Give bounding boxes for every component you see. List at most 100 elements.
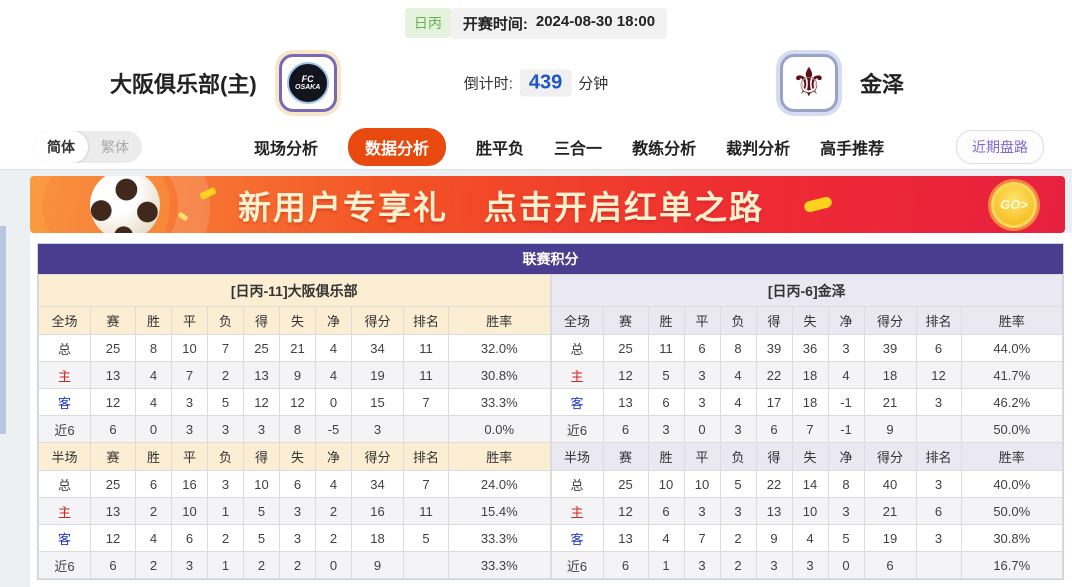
league-standings: 联赛积分 [日丙-11]大阪俱乐部 全场赛胜平负得失净得分 排名 胜率总 25 8 10 7 2… xyxy=(37,243,1064,580)
stat-cell: 6 xyxy=(602,551,649,579)
column-header: 失 xyxy=(279,442,316,471)
column-header: 赛 xyxy=(602,442,649,471)
nav-tabs: 现场分析 数据分析 胜平负 三合一 教练分析 裁判分析 高手推荐 xyxy=(254,128,884,166)
column-header: 平 xyxy=(683,442,721,471)
main-content: 新用户专享礼 点击开启红单之路 GO> 联赛积分 [日丙-11]大阪俱乐部 全场赛… xyxy=(0,170,1072,587)
stat-cell: 11 xyxy=(403,497,449,525)
countdown: 倒计时: 439 分钟 xyxy=(464,69,609,96)
recent-trend-button[interactable]: 近期盘路 xyxy=(956,130,1044,164)
column-header: 胜率 xyxy=(448,306,551,335)
row-label: 近6 xyxy=(38,551,91,579)
stat-cell: 3 xyxy=(719,415,757,443)
stat-cell: 12 xyxy=(279,388,316,416)
nav-tab-现场分析[interactable]: 现场分析 xyxy=(254,141,319,158)
stat-cell: 0 xyxy=(315,388,352,416)
away-team-name: 金泽 xyxy=(859,71,904,97)
soccer-ball-icon xyxy=(90,176,160,233)
stat-cell: 6 xyxy=(279,470,316,498)
stat-cell: 6 xyxy=(755,415,793,443)
stat-cell: 3 xyxy=(827,334,865,362)
table-panel: 联赛积分 [日丙-11]大阪俱乐部 全场赛胜平负得失净得分 排名 胜率总 25 8 10 7 2… xyxy=(30,233,1072,587)
nav-tab-胜平负[interactable]: 胜平负 xyxy=(476,141,525,158)
nav-tab-裁判分析[interactable]: 裁判分析 xyxy=(726,141,791,158)
stat-cell: 50.0% xyxy=(960,415,1063,443)
stat-cell: 2 xyxy=(207,361,244,389)
stat-cell: 2 xyxy=(279,551,316,579)
column-header: 全场 xyxy=(550,306,604,335)
away-team: ⚜ 金泽 xyxy=(779,53,904,112)
column-header: 半场 xyxy=(550,442,604,471)
table-row: 客 13 4 7 2 9 4 5 19 3 30.8% xyxy=(550,524,1063,552)
stat-cell: 6 xyxy=(135,470,172,498)
stat-cell: 4 xyxy=(827,361,865,389)
stat-cell: 16 xyxy=(351,497,404,525)
row-label: 客 xyxy=(38,524,91,552)
row-label: 近6 xyxy=(38,415,91,443)
promo-banner[interactable]: 新用户专享礼 点击开启红单之路 GO> xyxy=(30,176,1065,233)
team-section-header: [日丙-6]金泽 xyxy=(550,274,1063,307)
home-team: 大阪俱乐部(主) FC OSAKA xyxy=(110,53,337,112)
top-bar: 日丙 开赛时间: 2024-08-30 18:00 xyxy=(0,0,1072,40)
stat-cell: 3 xyxy=(683,388,721,416)
column-header: 赛 xyxy=(602,306,649,335)
stat-cell: 44.0% xyxy=(960,334,1063,362)
stat-cell: 5 xyxy=(207,388,244,416)
nav-tab-教练分析[interactable]: 教练分析 xyxy=(632,141,697,158)
stat-cell: 21 xyxy=(279,334,316,362)
banner-text: 新用户专享礼 点击开启红单之路 xyxy=(238,181,833,229)
nav-tab-三合一[interactable]: 三合一 xyxy=(554,141,603,158)
stat-cell: 2 xyxy=(315,497,352,525)
home-crest-text: FC xyxy=(301,73,314,84)
row-label: 总 xyxy=(550,470,604,498)
table-row: 客 13 6 3 4 17 18 -1 21 3 46.2% xyxy=(550,388,1063,416)
stat-cell: 33.3% xyxy=(448,551,551,579)
row-label: 客 xyxy=(38,388,91,416)
column-header: 半场 xyxy=(38,442,91,471)
stat-cell: 33.3% xyxy=(448,388,551,416)
league-table-title: 联赛积分 xyxy=(38,244,1063,274)
column-header: 净 xyxy=(315,442,352,471)
lang-simplified-button[interactable]: 简体 xyxy=(34,131,88,163)
stat-cell: 13 xyxy=(755,497,793,525)
column-header-row: 半场赛胜平负得失净得分 排名 胜率 xyxy=(550,442,1063,471)
league-tables: [日丙-11]大阪俱乐部 全场赛胜平负得失净得分 排名 胜率总 25 8 10 7 25 21 4 3… xyxy=(38,274,1063,579)
table-row: 客 12 4 3 5 12 12 0 15 7 33.3% xyxy=(38,388,551,416)
nav-tab-数据分析[interactable]: 数据分析 xyxy=(348,128,447,166)
nav-tab-高手推荐[interactable]: 高手推荐 xyxy=(820,141,885,158)
stat-cell: 13 xyxy=(90,361,136,389)
banner-text-main: 新用户专享礼 xyxy=(238,188,448,226)
lang-traditional-button[interactable]: 繁体 xyxy=(101,139,129,155)
stat-cell: 18 xyxy=(791,388,829,416)
home-crest-icon: FC OSAKA xyxy=(286,61,329,104)
stat-cell: 8 xyxy=(135,334,172,362)
column-header-row: 全场赛胜平负得失净得分 排名 胜率 xyxy=(38,306,551,335)
countdown-unit: 分钟 xyxy=(578,75,609,92)
team-section-header: [日丙-11]大阪俱乐部 xyxy=(38,274,551,307)
away-team-logo: ⚜ xyxy=(779,53,838,112)
table-row: 总 25 6 16 3 10 6 4 34 7 24.0% xyxy=(38,470,551,498)
stat-cell: 3 xyxy=(207,470,244,498)
banner-dash-decoration xyxy=(803,195,833,214)
stat-cell: 3 xyxy=(791,551,829,579)
column-header: 得分 xyxy=(351,306,404,335)
row-label: 主 xyxy=(38,361,91,389)
stat-cell: 9 xyxy=(351,551,404,579)
stat-cell: 0 xyxy=(827,551,865,579)
table-row: 主 13 4 7 2 13 9 4 19 11 30.8% xyxy=(38,361,551,389)
column-header: 负 xyxy=(207,306,244,335)
column-header-row: 半场赛胜平负得失净得分 排名 胜率 xyxy=(38,442,551,471)
stat-cell: 2 xyxy=(315,524,352,552)
stat-cell: 7 xyxy=(403,388,449,416)
stat-cell: 10 xyxy=(791,497,829,525)
column-header: 得分 xyxy=(863,442,917,471)
stat-cell: 2 xyxy=(135,551,172,579)
column-header: 胜 xyxy=(135,442,172,471)
stat-cell: 6 xyxy=(915,497,962,525)
stat-cell: 13 xyxy=(90,497,136,525)
column-header: 排名 xyxy=(915,442,962,471)
go-button[interactable]: GO> xyxy=(991,181,1037,228)
stat-cell: 6 xyxy=(647,497,685,525)
stat-cell: 3 xyxy=(243,415,280,443)
stat-cell: 19 xyxy=(351,361,404,389)
stat-cell: 25 xyxy=(602,334,649,362)
